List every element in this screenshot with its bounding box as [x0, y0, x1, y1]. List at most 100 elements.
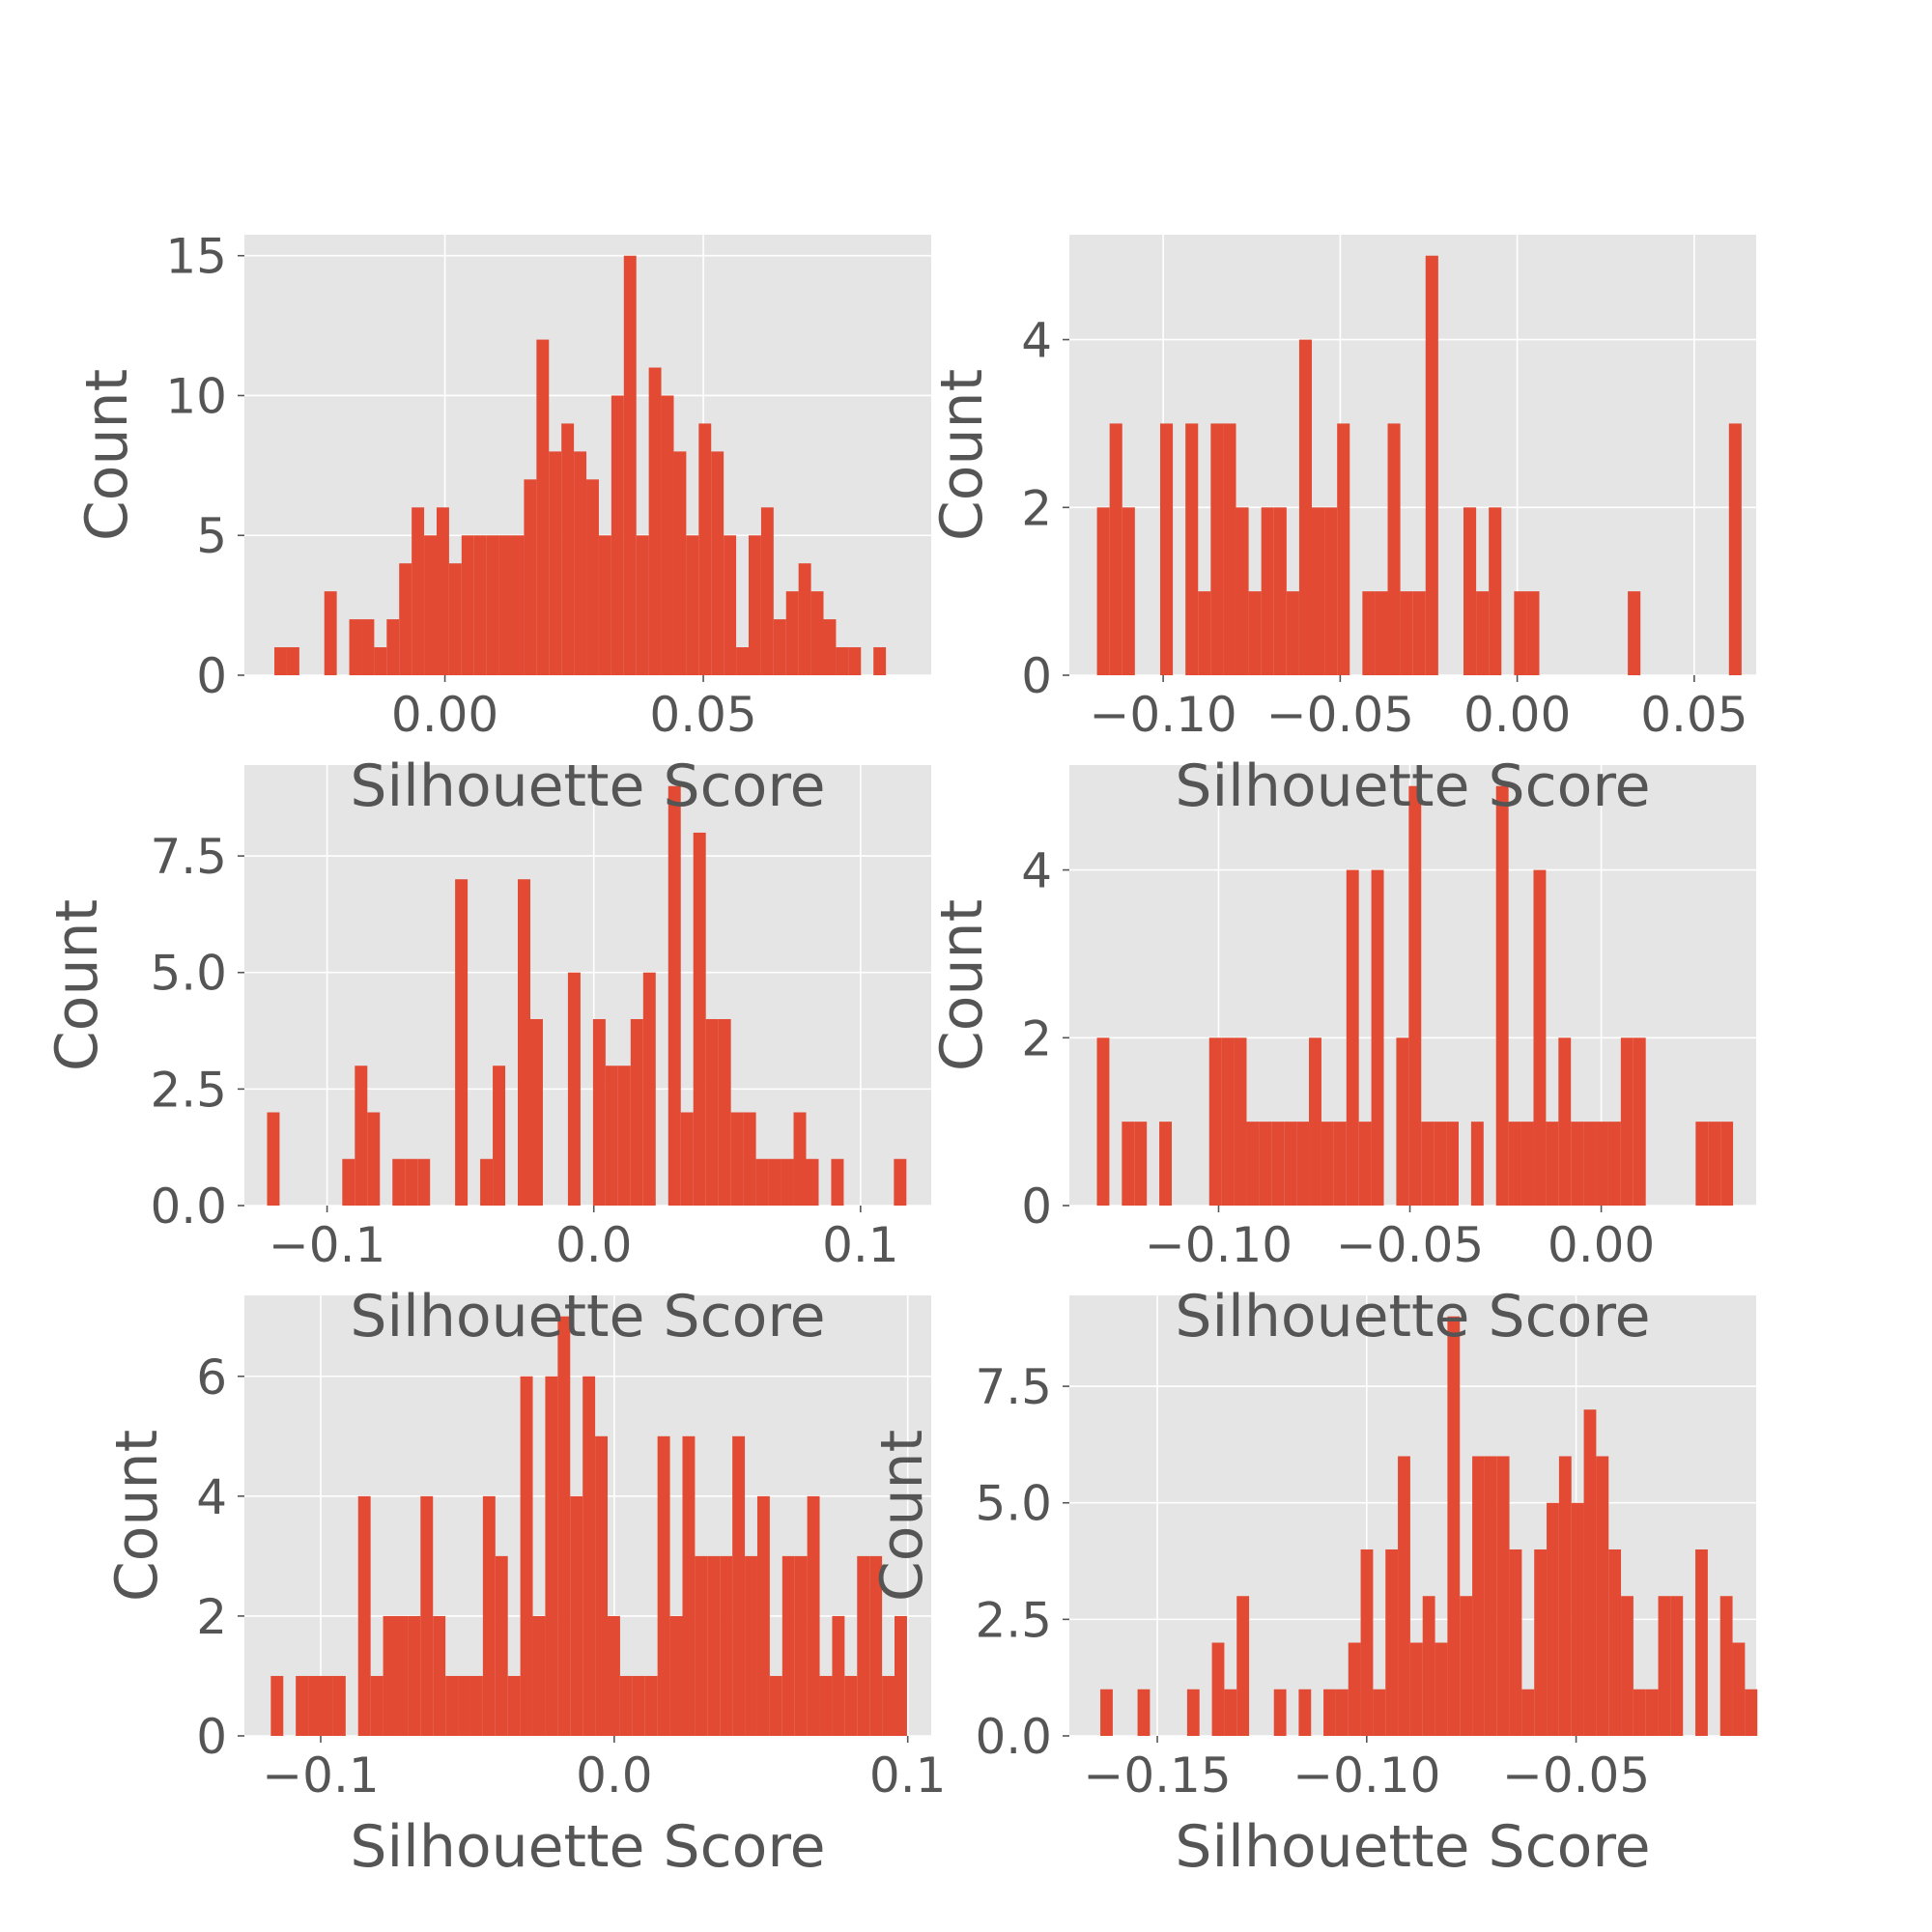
y-tick-label: 2.5 — [150, 1062, 227, 1118]
histogram-bar — [286, 647, 299, 675]
histogram-bar — [321, 1675, 333, 1736]
histogram-bar — [705, 1018, 719, 1206]
histogram-bar — [632, 1675, 645, 1736]
histogram-bar — [1695, 1548, 1708, 1736]
x-axis-label: Silhouette Score — [350, 753, 825, 820]
y-tick-label: 0 — [1021, 648, 1052, 704]
histogram-bar — [793, 1112, 807, 1206]
histogram-bar — [1514, 591, 1527, 675]
histogram-bar — [582, 1376, 596, 1736]
histogram-bar — [361, 619, 375, 675]
histogram-bar — [532, 1615, 546, 1736]
histogram-bar — [473, 535, 487, 675]
histogram-bar — [486, 535, 499, 675]
histogram-bar — [399, 563, 412, 675]
chart-panel-4: −0.10 −0.05 0.00 0 2 4 Count — [928, 765, 1756, 1273]
histogram-bar — [1273, 507, 1287, 675]
histogram-bar — [1509, 1548, 1522, 1736]
y-tick-label: 4 — [1021, 843, 1052, 899]
histogram-bar — [745, 1555, 757, 1736]
y-tick-label: 2 — [1021, 480, 1052, 536]
histogram-bar — [1236, 507, 1249, 675]
x-tick-label: −0.05 — [1502, 1747, 1650, 1804]
histogram-bar — [1526, 591, 1540, 675]
x-tick-label: −0.10 — [1145, 1217, 1293, 1273]
y-tick-label: 5 — [196, 508, 227, 564]
y-tick-label: 10 — [165, 368, 227, 424]
histogram-bar — [636, 535, 649, 675]
y-tick-label: 7.5 — [975, 1359, 1052, 1415]
y-tick-label: 7.5 — [150, 829, 227, 885]
histogram-bar — [355, 1065, 368, 1206]
histogram-bar — [1298, 1689, 1312, 1736]
histogram-bar — [1489, 507, 1502, 675]
histogram-bar — [433, 1615, 446, 1736]
histogram-bar — [644, 1675, 658, 1736]
histogram-bar — [1447, 1316, 1461, 1736]
histogram-bar — [1259, 1122, 1272, 1206]
histogram-bar — [1159, 1122, 1172, 1206]
x-tick-label: 0.05 — [1640, 687, 1747, 743]
histogram-bar — [482, 1495, 496, 1736]
y-axis-label: Count — [928, 899, 996, 1071]
histogram-bar — [480, 1158, 494, 1206]
histogram-bar — [1607, 1122, 1621, 1206]
histogram-bar — [748, 535, 761, 675]
histogram-bar — [623, 255, 637, 675]
y-tick-label: 0 — [196, 1709, 227, 1765]
x-axis-label: Silhouette Score — [1175, 753, 1650, 820]
histogram-bar — [1446, 1122, 1459, 1206]
histogram-bar — [1137, 1689, 1151, 1736]
histogram-bar — [1221, 1037, 1235, 1206]
histogram-bar — [836, 647, 849, 675]
histogram-bar — [760, 507, 774, 675]
histogram-bar — [595, 1435, 609, 1736]
histogram-bar — [511, 535, 525, 675]
histogram-bar — [1633, 1689, 1646, 1736]
histogram-bar — [267, 1112, 280, 1206]
histogram-bar — [367, 1112, 381, 1206]
histogram-bar — [1396, 1037, 1409, 1206]
histogram-bar — [1096, 507, 1110, 675]
histogram-bar — [1284, 1122, 1297, 1206]
histogram-bar — [1422, 1596, 1435, 1736]
x-tick-label: 0.05 — [649, 687, 756, 743]
histogram-bar — [1208, 1037, 1222, 1206]
histogram-bar — [711, 451, 724, 675]
histogram-bar — [561, 423, 575, 675]
histogram-bar — [785, 591, 799, 675]
x-axis-label: Silhouette Score — [350, 1283, 825, 1350]
chart-panel-1: 0.00 0.05 0 5 10 15 Count — [73, 229, 931, 743]
histogram-bar — [395, 1615, 409, 1736]
histogram-bar — [605, 1065, 618, 1206]
histogram-bar — [873, 647, 887, 675]
histogram-bar — [1400, 591, 1413, 675]
histogram-bar — [768, 1158, 781, 1206]
histogram-bar — [882, 1675, 895, 1736]
histogram-bar — [693, 832, 706, 1206]
x-tick-label: −0.1 — [262, 1747, 379, 1804]
histogram-bar — [349, 619, 362, 675]
histogram-bar — [1658, 1596, 1671, 1736]
histogram-bar — [669, 1615, 683, 1736]
histogram-bar — [1387, 423, 1401, 675]
histogram-bar — [518, 879, 530, 1206]
histogram-bar — [408, 1615, 421, 1736]
x-tick-label: 0.1 — [869, 1747, 947, 1804]
histogram-bar — [686, 535, 699, 675]
histogram-bar — [1286, 591, 1299, 675]
histogram-bar — [1122, 1122, 1135, 1206]
histogram-bar — [1337, 423, 1350, 675]
histogram-bar — [420, 1495, 434, 1736]
histogram-bar — [574, 451, 587, 675]
histogram-bar — [495, 1555, 508, 1736]
histogram-bar — [807, 1495, 820, 1736]
histogram-bar — [819, 1675, 833, 1736]
y-axis-label: Count — [43, 899, 111, 1071]
histogram-bar — [386, 619, 400, 675]
x-tick-label: −0.15 — [1083, 1747, 1231, 1804]
x-tick-label: 0.00 — [391, 687, 498, 743]
histogram-bar — [1463, 507, 1477, 675]
histogram-bar — [1495, 785, 1509, 1206]
histogram-bar — [324, 591, 337, 675]
